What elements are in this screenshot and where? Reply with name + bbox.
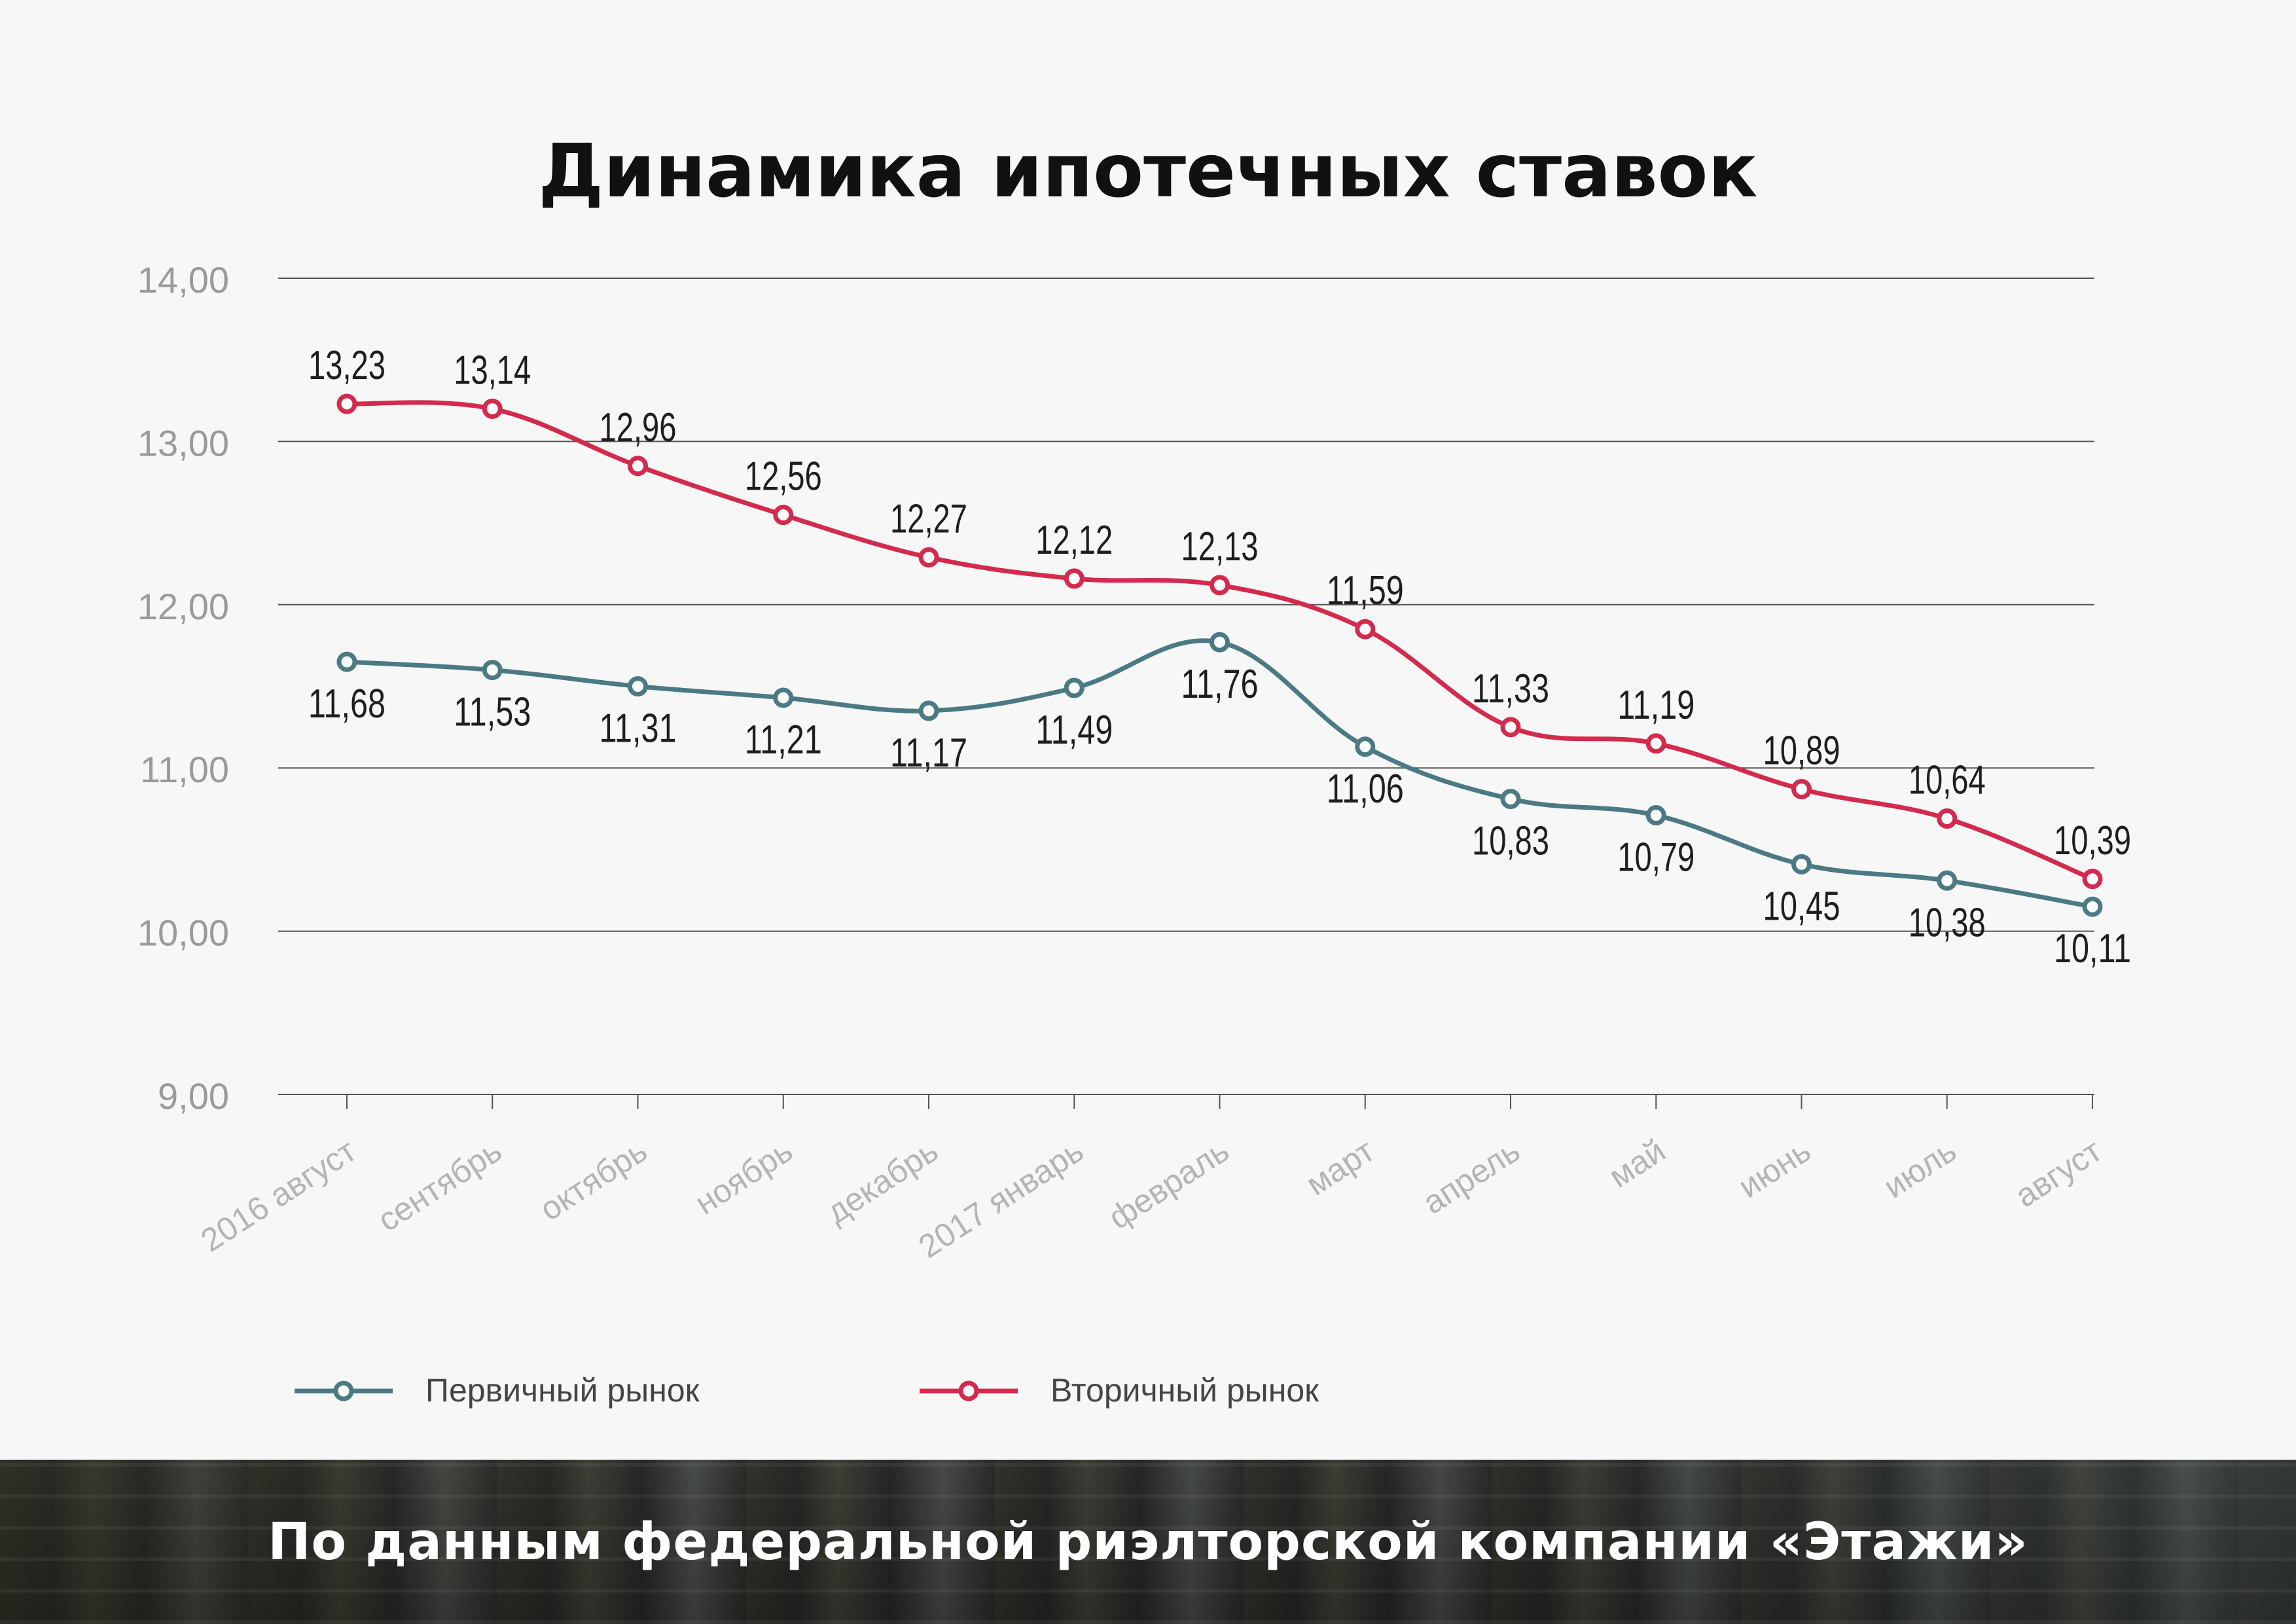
footer-background-photo — [0, 1460, 2296, 1624]
primary-market-value-label: 10,38 — [1909, 900, 1986, 945]
primary-market-value-label: 11,49 — [1035, 708, 1113, 753]
secondary-market-value-label: 13,14 — [454, 348, 531, 393]
secondary-market-value-label: 13,23 — [308, 343, 386, 388]
x-tick-label: 2016 август — [194, 1132, 363, 1259]
primary-market-value-label: 11,53 — [454, 690, 531, 735]
x-tick-label: сентябрь — [371, 1132, 508, 1238]
secondary-market-point — [1500, 717, 1521, 738]
secondary-market-point — [1791, 779, 1812, 800]
y-tick-label: 10,00 — [137, 912, 229, 954]
primary-market-point — [628, 676, 648, 696]
primary-market-point — [1064, 677, 1085, 698]
secondary-market-point — [1645, 733, 1666, 754]
primary-market-point — [918, 700, 939, 721]
primary-market-point — [336, 651, 357, 672]
y-tick-label: 12,00 — [137, 586, 229, 627]
x-tick-label: июнь — [1732, 1132, 1817, 1205]
chart-title: Динамика ипотечных ставок — [539, 129, 1758, 214]
secondary-market-value-label: 10,89 — [1763, 729, 1840, 774]
primary-market-point — [482, 660, 503, 681]
x-tick-label: апрель — [1416, 1132, 1526, 1221]
primary-market-point — [2082, 896, 2103, 917]
secondary-market-value-label: 12,13 — [1181, 524, 1259, 569]
secondary-market-value-label: 12,12 — [1035, 518, 1113, 563]
primary-market-value-label: 11,31 — [600, 706, 677, 751]
y-tick-label: 11,00 — [140, 749, 229, 790]
legend: Первичный рынок Вторичный рынок — [295, 1372, 1319, 1409]
secondary-market-value-label: 12,56 — [745, 454, 822, 499]
x-tick-label: февраль — [1102, 1132, 1236, 1236]
x-tick-label: март — [1299, 1132, 1380, 1202]
primary-market-value-label: 11,76 — [1181, 662, 1259, 707]
primary-market-point — [1500, 789, 1521, 810]
x-tick-label: май — [1602, 1132, 1672, 1195]
primary-market-value-label: 11,06 — [1327, 767, 1404, 812]
x-axis: 2016 август сентябрь октябрь ноябрь декабрь2… — [194, 1094, 2108, 1265]
secondary-market-value-label: 11,19 — [1617, 683, 1695, 728]
secondary-market-point — [1210, 575, 1230, 596]
x-tick-label: август — [2009, 1132, 2108, 1214]
secondary-market-value-label: 11,33 — [1472, 666, 1549, 712]
primary-market-value-label: 10,11 — [2054, 926, 2131, 971]
secondary-market-value-label: 11,59 — [1327, 568, 1404, 613]
secondary-market-point — [482, 399, 503, 420]
secondary-market-point — [628, 456, 648, 477]
secondary-market-value-label: 12,96 — [600, 405, 677, 450]
primary-market-value-label: 10,45 — [1763, 884, 1840, 929]
secondary-market-point — [1355, 619, 1376, 640]
secondary-market-point — [2082, 869, 2103, 890]
footer-source-text: По данным федеральной риэлторской компан… — [268, 1512, 2028, 1572]
secondary-market-value-label: 12,27 — [890, 496, 967, 541]
secondary-market-point — [1937, 808, 1958, 829]
primary-market-point — [1645, 805, 1666, 826]
footer-banner: По данным федеральной риэлторской компан… — [0, 1460, 2296, 1624]
primary-market-point — [1791, 854, 1812, 875]
y-tick-label: 9,00 — [158, 1075, 229, 1117]
x-tick-label: декабрь — [820, 1132, 944, 1231]
primary-market-point — [1937, 870, 1958, 891]
x-tick-label: ноябрь — [689, 1132, 799, 1221]
secondary-market-point — [1064, 568, 1085, 589]
primary-market-value-label: 11,17 — [890, 731, 967, 776]
x-tick-label: июль — [1877, 1132, 1963, 1205]
y-tick-label: 13,00 — [137, 422, 229, 463]
primary-market-point — [1210, 632, 1230, 653]
primary-market-point — [773, 687, 794, 708]
primary-market-value-label: 11,68 — [308, 681, 386, 727]
secondary-market-value-label: 10,64 — [1909, 758, 1986, 803]
legend-marker — [958, 1380, 979, 1401]
x-tick-label: 2017 январь — [912, 1132, 1090, 1265]
y-axis-ticks: 9,00 10,00 11,00 12,00 13,00 14,00 — [137, 259, 229, 1117]
secondary-market-value-label: 10,39 — [2054, 818, 2131, 863]
y-tick-label: 14,00 — [137, 259, 229, 300]
primary-market-value-label: 10,83 — [1472, 819, 1549, 864]
legend-marker — [333, 1380, 354, 1401]
legend-label: Первичный рынок — [425, 1372, 700, 1409]
legend-label: Вторичный рынок — [1050, 1372, 1319, 1409]
secondary-market-point — [918, 547, 939, 568]
primary-market-value-label: 11,21 — [745, 717, 822, 763]
series — [336, 393, 2103, 917]
chart: Динамика ипотечных ставок 9,00 10,00 11,00… — [137, 129, 2131, 1409]
primary-market-point — [1355, 736, 1376, 757]
secondary-market-point — [773, 505, 794, 526]
primary-market-value-label: 10,79 — [1617, 835, 1695, 880]
secondary-market-point — [336, 393, 357, 414]
data-labels: 11,68 11,53 11,31 11,21 11,17 11,49 11,76 11,06… — [308, 343, 2131, 971]
x-tick-label: октябрь — [533, 1132, 654, 1227]
